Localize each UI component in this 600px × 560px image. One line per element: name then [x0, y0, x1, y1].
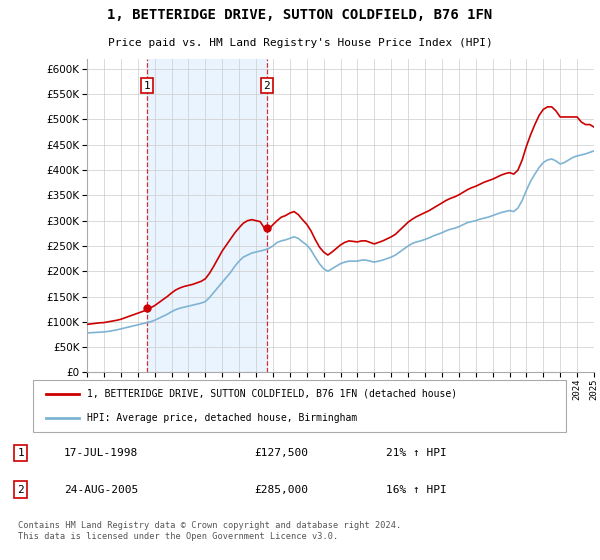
- Text: £285,000: £285,000: [254, 484, 308, 494]
- Text: 2: 2: [263, 81, 270, 91]
- Text: 24-AUG-2005: 24-AUG-2005: [64, 484, 138, 494]
- Text: 1, BETTERIDGE DRIVE, SUTTON COLDFIELD, B76 1FN: 1, BETTERIDGE DRIVE, SUTTON COLDFIELD, B…: [107, 8, 493, 22]
- Bar: [147, 59, 267, 372]
- Text: 2: 2: [17, 484, 24, 494]
- Text: Price paid vs. HM Land Registry's House Price Index (HPI): Price paid vs. HM Land Registry's House …: [107, 38, 493, 48]
- FancyBboxPatch shape: [33, 380, 566, 432]
- Text: 21% ↑ HPI: 21% ↑ HPI: [386, 448, 447, 458]
- Text: HPI: Average price, detached house, Birmingham: HPI: Average price, detached house, Birm…: [86, 413, 357, 423]
- Text: 17-JUL-1998: 17-JUL-1998: [64, 448, 138, 458]
- Text: 1: 1: [17, 448, 24, 458]
- Text: 1, BETTERIDGE DRIVE, SUTTON COLDFIELD, B76 1FN (detached house): 1, BETTERIDGE DRIVE, SUTTON COLDFIELD, B…: [86, 389, 457, 399]
- Text: 16% ↑ HPI: 16% ↑ HPI: [386, 484, 447, 494]
- Text: £127,500: £127,500: [254, 448, 308, 458]
- Text: Contains HM Land Registry data © Crown copyright and database right 2024.
This d: Contains HM Land Registry data © Crown c…: [18, 521, 401, 541]
- Text: 1: 1: [143, 81, 150, 91]
